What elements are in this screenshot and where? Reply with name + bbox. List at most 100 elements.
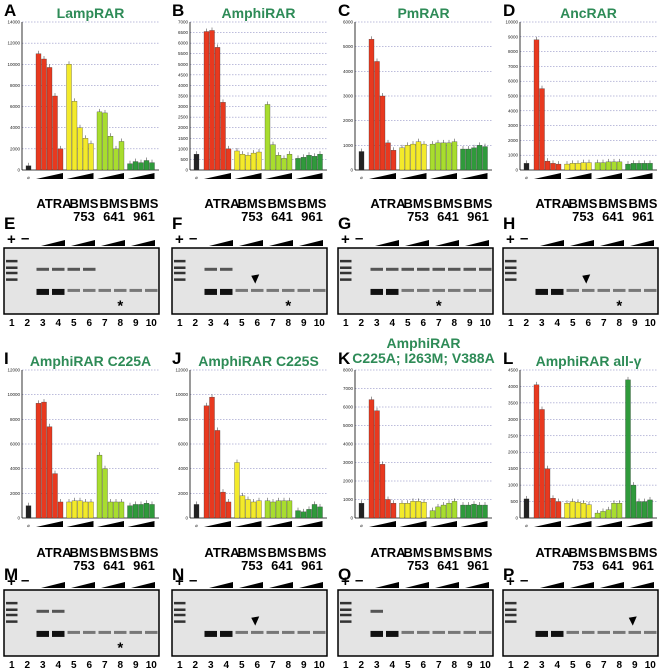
bar-atra (533, 39, 540, 171)
gel-band (463, 630, 476, 634)
bar-bms-641 (275, 155, 282, 171)
bar-atra (385, 142, 391, 171)
bar-atra (41, 58, 47, 171)
gel-band (432, 630, 445, 634)
lane-number: 3 (539, 660, 545, 670)
bar-bms-961 (641, 163, 648, 171)
y-tick-label: 3000 (178, 104, 189, 109)
group-label: 961 (632, 209, 654, 224)
bar-bms-641 (440, 142, 447, 171)
concentration-wedge (564, 173, 592, 179)
bar-control (523, 163, 530, 171)
bar-atra (368, 39, 375, 171)
concentration-wedge (465, 582, 489, 588)
ladder-band (174, 259, 186, 263)
y-tick-label: 7000 (178, 20, 189, 25)
gel-image (502, 247, 659, 315)
ladder-band (174, 601, 186, 605)
y-tick-label: 5000 (343, 423, 354, 428)
bar-bms-961 (460, 148, 466, 171)
lane-number: 9 (632, 660, 638, 670)
gel-band (98, 288, 111, 292)
bar-bms-961 (300, 157, 307, 171)
panel-label: L (503, 349, 513, 368)
bar-bms-753 (239, 153, 246, 171)
lane-number: 1 (9, 318, 15, 329)
bar-bms-753 (245, 155, 251, 171)
concentration-wedge (540, 240, 564, 246)
bar-control (523, 498, 530, 519)
y-tick-label: 1000 (508, 483, 519, 488)
gel-band (582, 288, 595, 292)
y-tick-label: 1000 (178, 146, 189, 151)
group-label: 961 (301, 558, 323, 573)
y-tick-label: 7000 (508, 64, 519, 69)
chart-title: AmphiRAR (387, 335, 461, 351)
panel-label: I (4, 349, 9, 368)
y-tick-label: 8000 (178, 417, 189, 422)
lane-number: 2 (24, 660, 30, 670)
panel-label: N (172, 565, 184, 584)
gel-band (67, 630, 80, 634)
y-tick-label: 8000 (508, 49, 519, 54)
bar-bms-961 (482, 504, 488, 519)
plus-label: + (341, 231, 350, 248)
ladder-band (6, 278, 18, 281)
minus-label: – (21, 230, 29, 247)
concentration-wedge (534, 521, 561, 527)
concentration-wedge (127, 173, 155, 179)
gel-band (628, 630, 641, 634)
bar-atra (220, 102, 226, 171)
gel-image (171, 247, 328, 315)
concentration-wedge (630, 582, 654, 588)
bar-bms-641 (594, 162, 601, 171)
gel-band-upper (463, 267, 476, 271)
bar-bms-641 (264, 104, 271, 171)
concentration-wedge (97, 521, 124, 527)
lane-number: 8 (616, 660, 622, 670)
concentration-wedge (209, 240, 233, 246)
zero-symbol: ⌀ (195, 523, 198, 528)
concentration-wedge (465, 240, 489, 246)
gel-band (613, 288, 626, 292)
bar-bms-961 (306, 155, 312, 171)
bar-bms-961 (625, 379, 631, 519)
bar-bms-961 (476, 145, 483, 171)
y-tick-label: 4000 (508, 108, 519, 113)
lane-number: 5 (405, 660, 411, 670)
arrowhead-mark (628, 616, 637, 626)
y-tick-label: 6000 (343, 20, 354, 25)
concentration-wedge (600, 240, 624, 246)
gel-band (313, 288, 326, 292)
lane-number: 3 (208, 318, 214, 329)
group-label: BMS (464, 545, 493, 560)
lane-number: 4 (554, 318, 560, 329)
group-label: BMS (238, 545, 267, 560)
gel-band-upper (479, 267, 492, 271)
lane-number: 10 (146, 318, 158, 329)
concentration-wedge (204, 173, 231, 179)
bar-bms-641 (102, 112, 108, 171)
y-tick-label: 10000 (175, 392, 188, 397)
gel-band (535, 288, 548, 295)
group-label: BMS (434, 196, 463, 211)
bar-bms-753 (399, 503, 405, 519)
ladder-band (340, 608, 352, 611)
y-tick-label: 2500 (178, 115, 189, 120)
bar-bms-753 (256, 500, 262, 519)
gel-band (613, 630, 626, 634)
bar-atra (390, 150, 397, 171)
group-label: BMS (569, 545, 598, 560)
gel-band (313, 630, 326, 634)
concentration-wedge (71, 240, 95, 246)
concentration-wedge (295, 173, 323, 179)
chart-title: C225A; I263M; V388A (352, 350, 494, 366)
bar-bms-961 (476, 504, 483, 519)
ladder-band (6, 266, 18, 269)
bar-bms-641 (107, 136, 114, 171)
lane-number: 2 (192, 660, 198, 670)
bar-bms-961 (149, 504, 155, 519)
ladder-band (505, 278, 517, 281)
